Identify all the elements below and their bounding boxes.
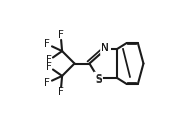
Text: S: S bbox=[95, 75, 102, 85]
Text: F: F bbox=[46, 61, 52, 72]
Text: F: F bbox=[46, 55, 52, 66]
Text: N: N bbox=[101, 43, 109, 53]
Text: F: F bbox=[58, 30, 64, 40]
Text: F: F bbox=[44, 78, 50, 88]
Text: F: F bbox=[58, 87, 64, 97]
Text: N: N bbox=[101, 43, 109, 53]
Text: S: S bbox=[94, 73, 102, 83]
Text: S: S bbox=[95, 74, 102, 84]
Text: F: F bbox=[44, 39, 50, 49]
Text: N: N bbox=[101, 44, 110, 54]
